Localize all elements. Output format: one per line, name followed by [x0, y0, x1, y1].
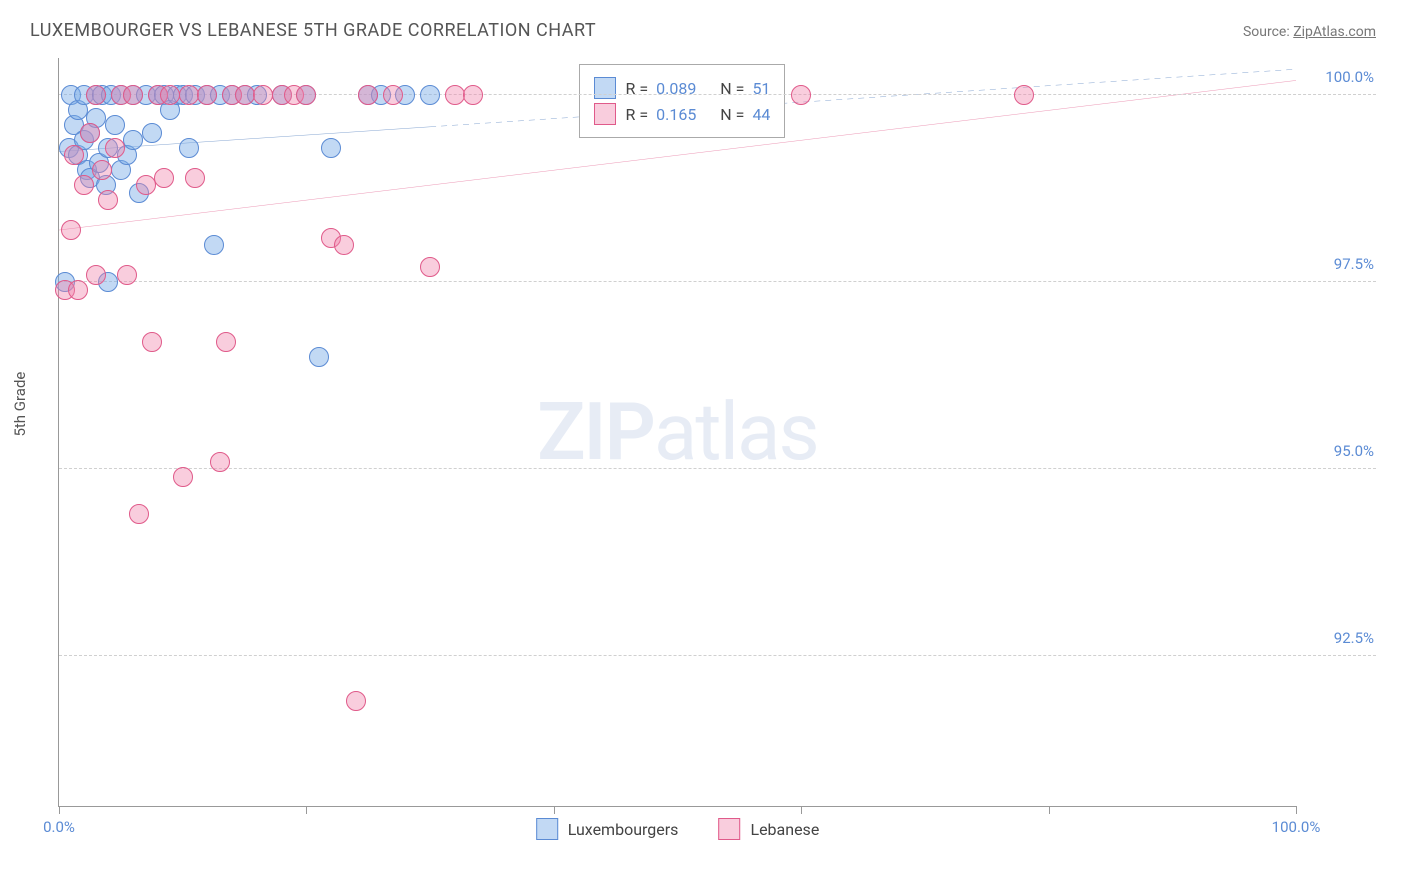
series-legend-label: Luxembourgers — [568, 820, 679, 839]
data-point — [358, 85, 378, 105]
x-tick — [1049, 806, 1050, 814]
y-tick-label: 95.0% — [1334, 442, 1374, 460]
data-point — [98, 190, 118, 210]
source-link[interactable]: ZipAtlas.com — [1293, 24, 1376, 40]
x-tick — [59, 806, 60, 814]
data-point — [105, 115, 125, 135]
trend-lines-layer — [59, 58, 1296, 806]
data-point — [136, 175, 156, 195]
data-point — [68, 280, 88, 300]
legend-swatch — [594, 77, 616, 99]
gridline — [59, 468, 1376, 469]
data-point — [791, 85, 811, 105]
data-point — [160, 85, 180, 105]
data-point — [420, 257, 440, 277]
y-axis-label: 5th Grade — [11, 372, 29, 437]
gridline — [59, 281, 1376, 282]
data-point — [420, 85, 440, 105]
x-tick — [1296, 806, 1297, 814]
data-point — [216, 332, 236, 352]
data-point — [74, 175, 94, 195]
x-tick — [801, 806, 802, 814]
series-legend-item: Lebanese — [718, 818, 819, 840]
data-point — [86, 265, 106, 285]
y-tick-label: 97.5% — [1334, 255, 1374, 273]
data-point — [210, 452, 230, 472]
data-point — [1014, 85, 1034, 105]
chart-title: LUXEMBOURGER VS LEBANESE 5TH GRADE CORRE… — [30, 20, 596, 41]
legend-swatch — [536, 818, 558, 840]
data-point — [321, 138, 341, 158]
chart-header: LUXEMBOURGER VS LEBANESE 5TH GRADE CORRE… — [0, 0, 1406, 51]
series-legend-label: Lebanese — [750, 820, 819, 839]
data-point — [179, 85, 199, 105]
source-prefix: Source: — [1243, 24, 1293, 40]
correlation-legend: R = 0.089 N = 51 R = 0.165 N = 44 — [579, 64, 786, 138]
y-tick-label: 92.5% — [1334, 629, 1374, 647]
data-point — [123, 130, 143, 150]
data-point — [61, 220, 81, 240]
data-point — [235, 85, 255, 105]
data-point — [173, 467, 193, 487]
legend-swatch — [594, 103, 616, 125]
legend-row: R = 0.165 N = 44 — [594, 101, 771, 127]
data-point — [92, 160, 112, 180]
data-point — [185, 168, 205, 188]
data-point — [142, 332, 162, 352]
data-point — [86, 85, 106, 105]
trend-line-dashed — [430, 69, 1296, 127]
x-tick — [306, 806, 307, 814]
data-point — [117, 265, 137, 285]
legend-text: R = 0.165 N = 44 — [626, 105, 771, 124]
data-point — [346, 691, 366, 711]
data-point — [445, 85, 465, 105]
y-tick-label: 100.0% — [1325, 68, 1374, 86]
series-legend-item: Luxembourgers — [536, 818, 679, 840]
data-point — [179, 138, 199, 158]
data-point — [334, 235, 354, 255]
data-point — [64, 145, 84, 165]
data-point — [123, 85, 143, 105]
source-attribution: Source: ZipAtlas.com — [1243, 24, 1376, 40]
x-tick-label: 100.0% — [1272, 818, 1321, 836]
data-point — [383, 85, 403, 105]
data-point — [253, 85, 273, 105]
x-tick — [554, 806, 555, 814]
x-tick-label: 0.0% — [43, 818, 75, 836]
series-legend: Luxembourgers Lebanese — [536, 818, 820, 840]
data-point — [204, 235, 224, 255]
data-point — [296, 85, 316, 105]
data-point — [197, 85, 217, 105]
plot-area: ZIPatlas R = 0.089 N = 51 R = 0.165 N = 4… — [58, 58, 1296, 807]
data-point — [142, 123, 162, 143]
legend-swatch — [718, 818, 740, 840]
watermark: ZIPatlas — [537, 385, 818, 479]
gridline — [59, 655, 1376, 656]
data-point — [129, 504, 149, 524]
data-point — [80, 123, 100, 143]
chart-container: 5th Grade ZIPatlas R = 0.089 N = 51R = 0… — [30, 58, 1376, 862]
data-point — [309, 347, 329, 367]
legend-row: R = 0.089 N = 51 — [594, 75, 771, 101]
data-point — [463, 85, 483, 105]
data-point — [154, 168, 174, 188]
data-point — [105, 138, 125, 158]
